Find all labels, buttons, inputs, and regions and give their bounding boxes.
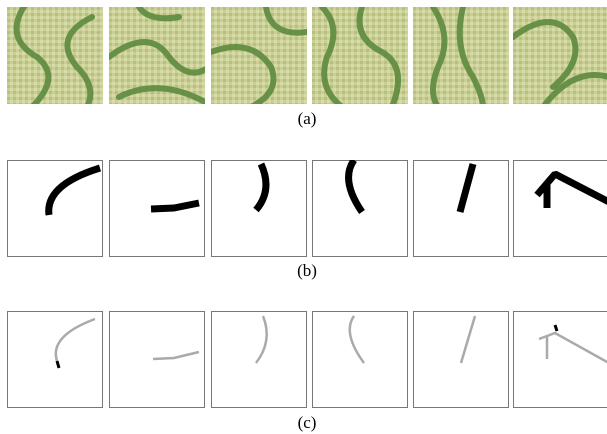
figure: (a) (b) (c)	[0, 0, 607, 434]
mask-image	[8, 161, 103, 257]
texture-image	[312, 7, 408, 107]
texture-image	[513, 7, 607, 107]
mask-image	[110, 161, 205, 257]
caption: (c)	[298, 413, 317, 432]
skeleton-image	[8, 312, 103, 408]
skeleton-image	[110, 312, 205, 408]
row-b	[8, 160, 607, 257]
row-a	[7, 2, 607, 107]
mask-image	[514, 161, 607, 257]
skeleton-image	[414, 312, 509, 408]
row-c	[8, 312, 607, 408]
caption: (b)	[297, 261, 317, 280]
skeleton-image	[514, 312, 607, 408]
mask-image	[313, 160, 408, 257]
mask-image	[414, 161, 509, 257]
texture-image	[211, 7, 307, 107]
mask-image	[212, 161, 307, 257]
texture-image	[413, 7, 509, 107]
texture-image	[109, 7, 209, 104]
texture-image	[7, 2, 103, 107]
page: (a) (b) (c) (() => { const data = JSON.p…	[0, 0, 607, 434]
skeleton-image	[212, 312, 307, 408]
caption: (a)	[298, 109, 317, 128]
skeleton-image	[313, 312, 408, 408]
